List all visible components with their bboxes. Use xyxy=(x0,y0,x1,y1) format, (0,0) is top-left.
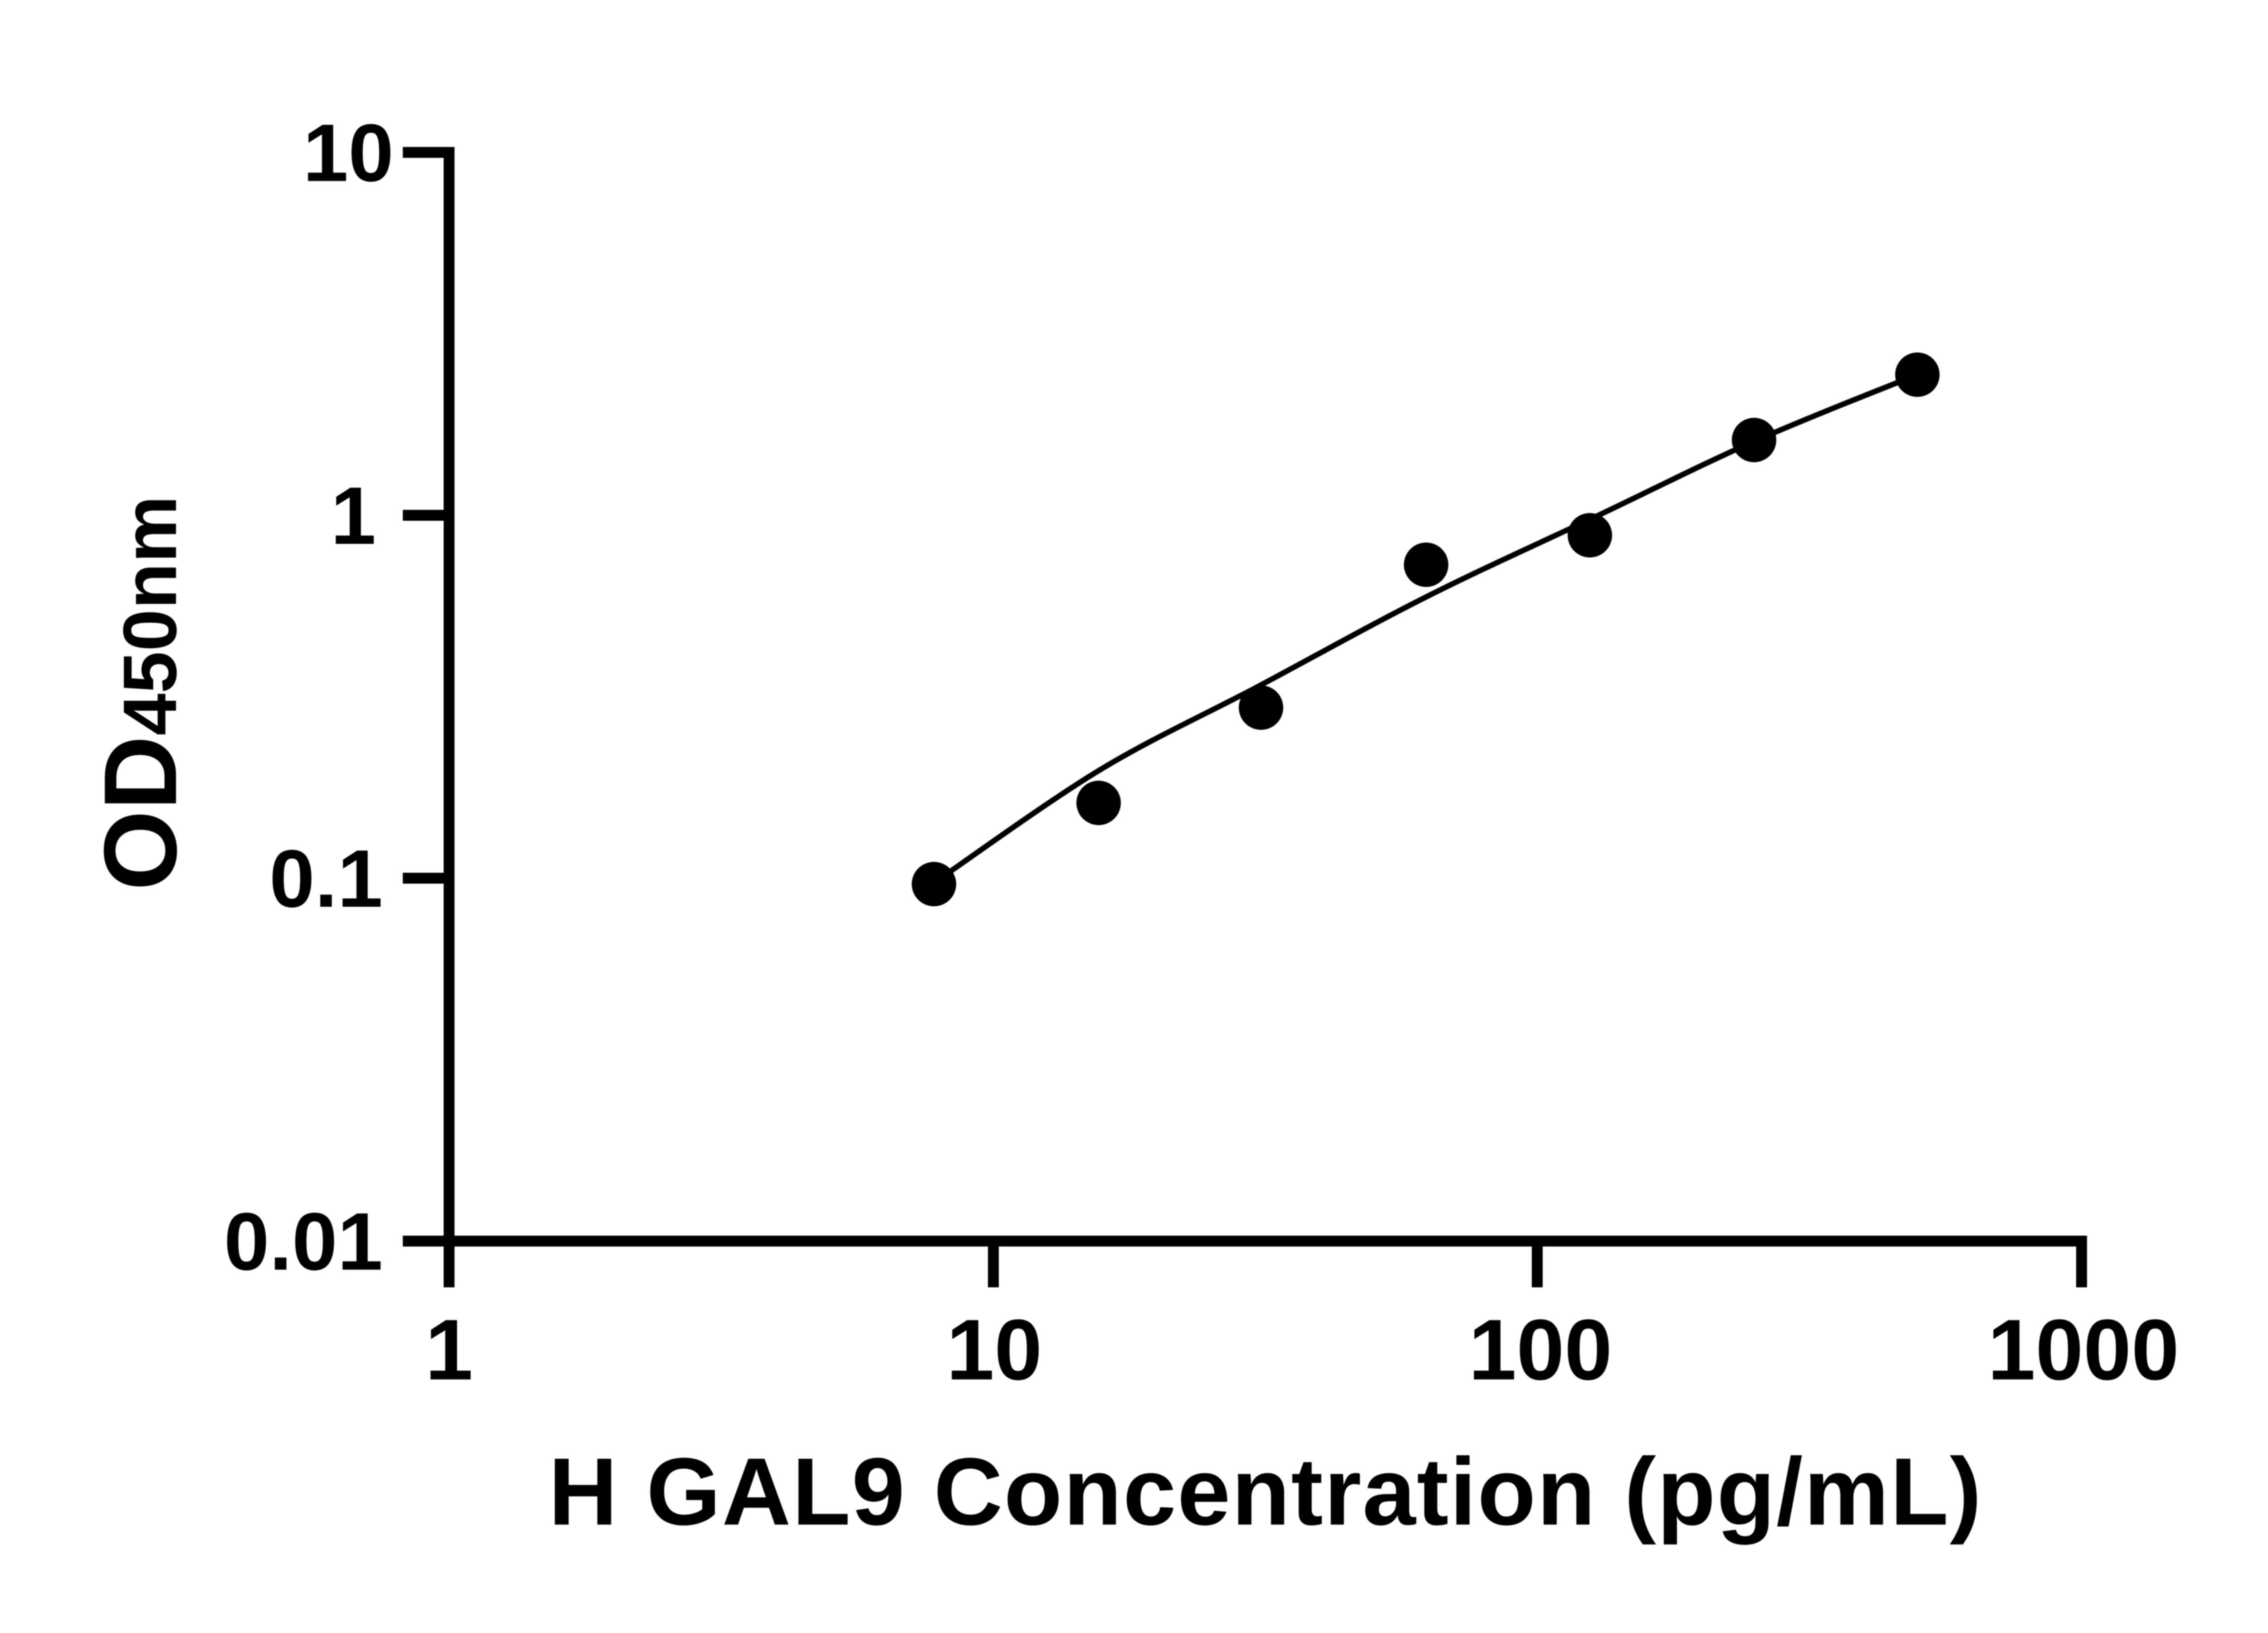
svg-text:0.01: 0.01 xyxy=(224,1196,383,1287)
svg-text:1: 1 xyxy=(331,470,376,562)
svg-text:10: 10 xyxy=(303,108,394,199)
svg-text:10: 10 xyxy=(946,1302,1042,1398)
svg-text:0.1: 0.1 xyxy=(269,833,383,924)
svg-text:OD450nm: OD450nm xyxy=(83,495,198,890)
svg-text:H GAL9 Concentration (pg/mL): H GAL9 Concentration (pg/mL) xyxy=(548,1438,1983,1545)
svg-text:1: 1 xyxy=(425,1302,473,1398)
svg-text:1000: 1000 xyxy=(1988,1302,2180,1398)
svg-text:100: 100 xyxy=(1468,1302,1612,1398)
